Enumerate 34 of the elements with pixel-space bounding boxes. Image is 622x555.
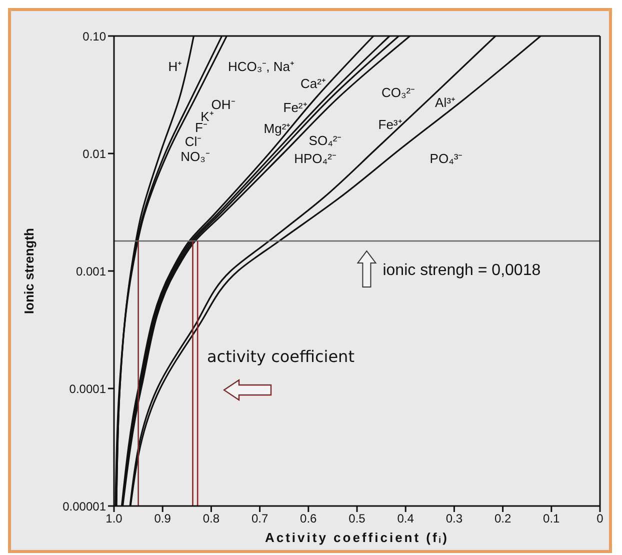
y-tick-label: 0.001 (76, 264, 106, 278)
annotation: HCO₃⁻, Na⁺ (228, 58, 294, 75)
y-tick-label: 0.00001 (62, 499, 106, 514)
annotation: OH⁻ (211, 96, 235, 112)
x-tick-label: 0.1 (543, 512, 560, 526)
x-tick-label: 0.6 (300, 512, 318, 526)
annotation: CO₃²⁻ (381, 84, 415, 101)
annotation: Ca²⁺ (300, 75, 326, 92)
ref-line-label: ionic strengh = 0,0018 (382, 262, 541, 280)
x-tick-label: 0.5 (348, 512, 366, 526)
annotation: activity coefficient (207, 347, 354, 366)
annotation: HPO₄²⁻ (294, 150, 336, 167)
x-tick-label: 0.7 (251, 512, 268, 526)
x-tick-label: 0.8 (202, 512, 220, 526)
y-axis-title: Ionic strength (22, 228, 37, 314)
x-axis-title: Activity coefficient (fᵢ) (264, 530, 450, 545)
annotation: Fe²⁺ (283, 99, 307, 116)
y-tick-label: 0.10 (82, 29, 106, 44)
x-tick-label: 1.0 (106, 512, 123, 526)
annotation: Cl⁻ (184, 133, 202, 150)
x-tick-label: 0.2 (494, 512, 512, 526)
annotation: NO₃⁻ (180, 148, 210, 165)
annotation: Al³⁺ (435, 94, 455, 111)
x-tick-label: 0.3 (446, 512, 463, 526)
annotation: H⁺ (168, 58, 182, 75)
x-tick-label: 0 (596, 512, 604, 526)
annotation: Fe³⁺ (378, 116, 402, 133)
y-tick-label: 0.01 (82, 146, 106, 161)
annotation: PO₄³⁻ (430, 150, 462, 167)
y-tick-label: 0.0001 (69, 382, 106, 396)
x-tick-label: 0.9 (154, 512, 172, 526)
x-tick-label: 0.4 (397, 512, 414, 526)
annotation: SO₄²⁻ (308, 132, 342, 149)
annotation: Mg²⁺ (264, 120, 290, 137)
